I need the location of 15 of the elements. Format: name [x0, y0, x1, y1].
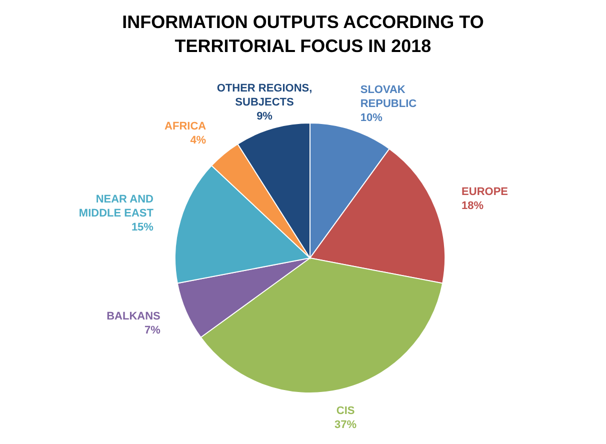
slice-label: EUROPE	[462, 186, 508, 198]
slice-label: AFRICA	[164, 120, 206, 132]
data-label: 9%	[256, 110, 273, 122]
data-label: 18%	[462, 200, 484, 212]
data-label: 15%	[131, 222, 154, 234]
data-label: 7%	[144, 324, 161, 337]
data-label: 10%	[360, 112, 383, 124]
data-label: 4%	[190, 134, 206, 146]
slice-label: OTHER REGIONS, SUBJECTS	[216, 82, 312, 108]
slice-label: CIS	[336, 405, 355, 418]
data-label: 37%	[334, 419, 357, 432]
chart-title: INFORMATION OUTPUTS ACCORDING TO TERRITORIAL FOCUS IN 2018	[122, 12, 484, 56]
slice-label: SLOVAK REPUBLIC	[360, 84, 417, 110]
slice-label: BALKANS	[106, 310, 160, 323]
slice-label: NEAR AND MIDDLE EAST	[78, 194, 154, 220]
